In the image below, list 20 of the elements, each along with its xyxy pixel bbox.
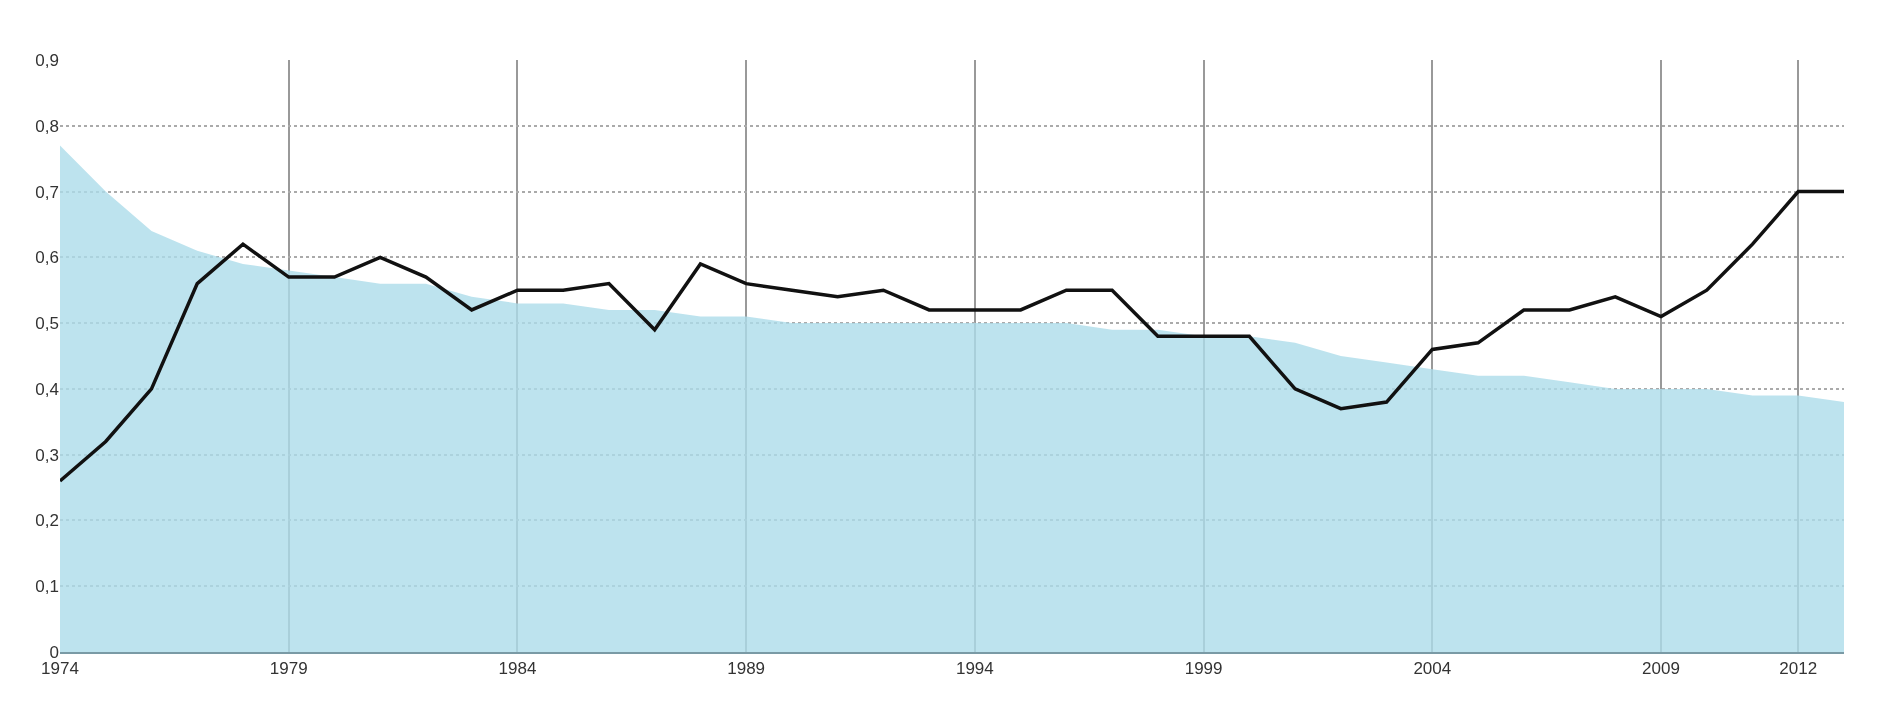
x-tick-label: 2004 (1413, 659, 1452, 679)
x-tick-label: 1989 (727, 659, 766, 679)
x-tick-label: 1999 (1184, 659, 1223, 679)
y-tick-label: 0,6 (35, 248, 59, 268)
line-series (60, 189, 1844, 483)
y-tick-label: 0,4 (35, 379, 59, 399)
x-tick-label: 1979 (269, 659, 308, 679)
y-tick-label: 0,9 (35, 50, 59, 70)
x-tick-label: 1994 (955, 659, 994, 679)
x-tick-label: 1974 (41, 659, 79, 679)
y-tick-label: 0,1 (35, 577, 59, 597)
y-tick-label: 0,7 (35, 182, 59, 202)
x-tick-label: 1984 (498, 659, 537, 679)
y-tick-label: 0,2 (35, 511, 59, 531)
x-tick-label: 2009 (1642, 659, 1680, 679)
y-tick-label: 0,5 (35, 314, 59, 334)
y-tick-label: 0 (49, 642, 59, 662)
y-tick-label: 0,3 (35, 445, 59, 465)
x-tick-label: 2012 (1779, 659, 1818, 679)
y-tick-label: 0,8 (35, 116, 59, 136)
